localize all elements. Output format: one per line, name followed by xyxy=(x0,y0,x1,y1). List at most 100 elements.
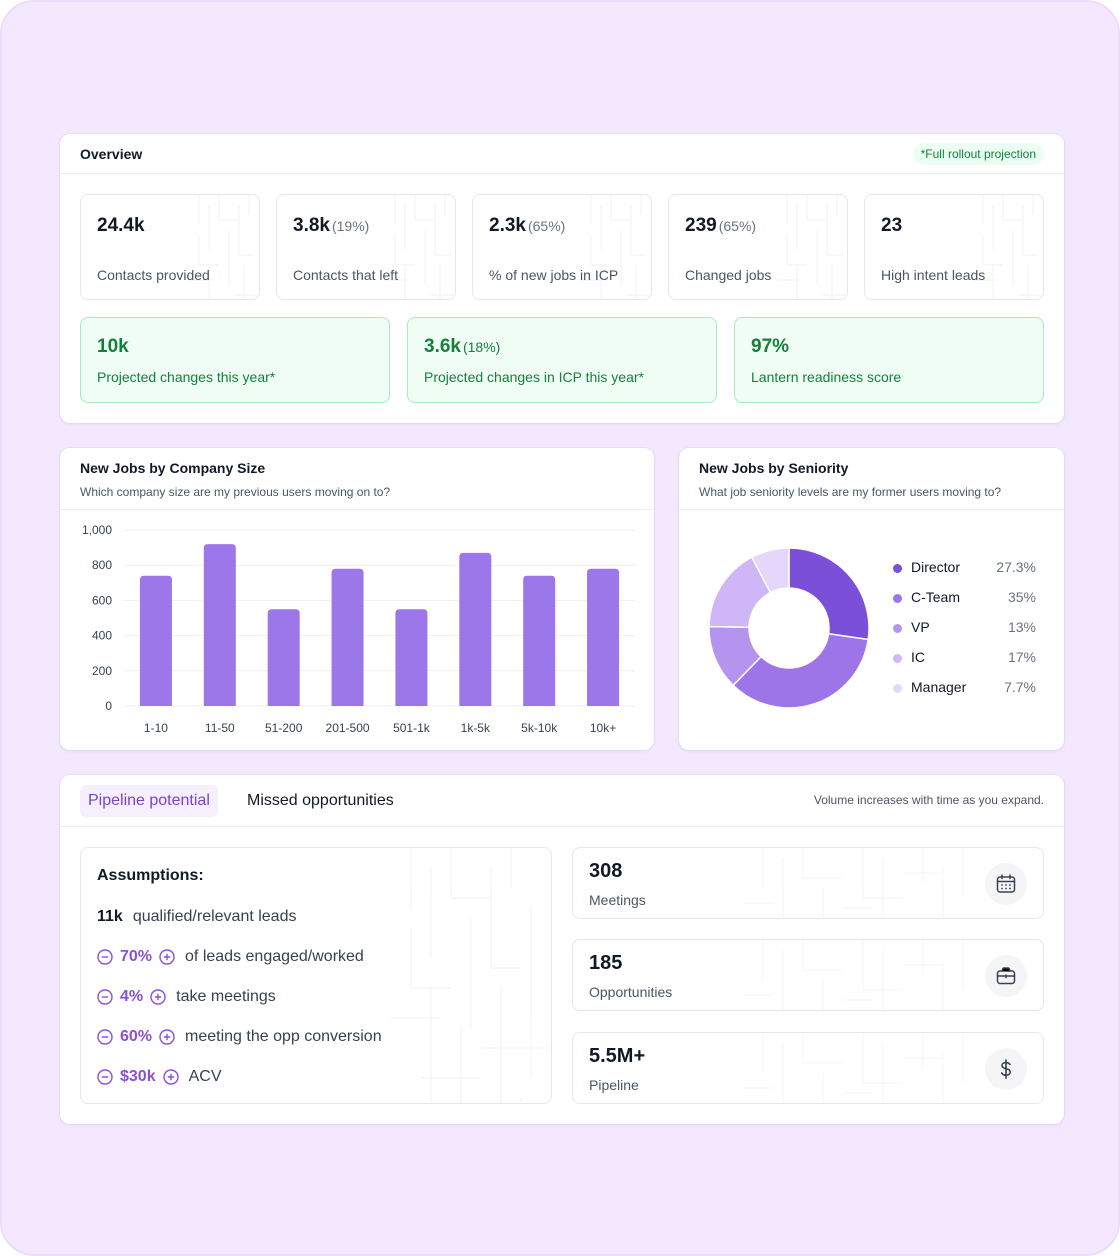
increase-icon[interactable] xyxy=(159,949,175,965)
bar[interactable] xyxy=(139,575,172,706)
x-tick-label: 501-1k xyxy=(393,721,431,735)
decrease-icon[interactable] xyxy=(97,1029,113,1045)
legend-value: 27.3% xyxy=(996,559,1036,575)
chart-header: New Jobs by Seniority What job seniority… xyxy=(679,448,1064,510)
stat-value: 24.4k xyxy=(97,215,145,236)
y-tick-label: 800 xyxy=(92,558,112,572)
stat-contacts-left: 3.8k (19%) Contacts that left xyxy=(276,194,456,300)
donut-slice[interactable] xyxy=(732,632,870,709)
donut-slice[interactable] xyxy=(788,547,870,641)
pipeline-note: Volume increases with time as you expand… xyxy=(813,793,1044,807)
legend-swatch xyxy=(893,654,902,663)
legend-swatch xyxy=(893,564,902,573)
increase-icon[interactable] xyxy=(162,1069,179,1085)
x-tick-label: 10k+ xyxy=(590,721,616,735)
stat-changed-jobs: 239 (65%) Changed jobs xyxy=(668,194,848,300)
increase-icon[interactable] xyxy=(150,989,166,1005)
bar[interactable] xyxy=(203,544,236,706)
legend-label: C-Team xyxy=(911,589,961,605)
stat-label: Changed jobs xyxy=(685,267,772,283)
company-size-chart-card: New Jobs by Company Size Which company s… xyxy=(60,448,654,750)
legend-item: Director 27.3% xyxy=(891,558,1036,588)
assumption-meetings: 4% take meetings xyxy=(97,985,276,1009)
y-tick-label: 1,000 xyxy=(82,523,112,537)
pipeline-header: Pipeline potential Missed opportunities … xyxy=(60,775,1064,827)
legend-swatch xyxy=(893,684,902,693)
assumption-value: $30k xyxy=(120,1068,156,1085)
projection-label: Lantern readiness score xyxy=(751,369,902,385)
stat-percent: (65%) xyxy=(527,218,566,234)
chart-subtitle: What job seniority levels are my former … xyxy=(699,485,1002,499)
briefcase-icon xyxy=(996,967,1016,985)
stat-value: 23 xyxy=(881,215,903,236)
stat-value: 239 xyxy=(685,215,717,236)
x-tick-label: 1-10 xyxy=(144,721,168,735)
donut-slice[interactable] xyxy=(750,547,790,594)
projection-value: 97% xyxy=(751,336,790,357)
bar[interactable] xyxy=(395,609,428,706)
assumption-value: 60% xyxy=(120,1028,153,1045)
bar[interactable] xyxy=(523,575,556,706)
metric-pipeline: 5.5M+ Pipeline xyxy=(572,1032,1044,1104)
metric-value: 185 xyxy=(589,952,623,974)
stat-value: 2.3k xyxy=(489,215,526,236)
leads-text: qualified/relevant leads xyxy=(132,908,297,925)
stat-label: Contacts provided xyxy=(97,267,210,283)
legend-label: VP xyxy=(911,619,930,635)
legend-item: VP 13% xyxy=(891,618,1036,648)
stat-label: % of new jobs in ICP xyxy=(489,267,619,283)
y-tick-label: 200 xyxy=(92,664,112,678)
company-size-bar-chart: 0 200 400 600 800 1,000 1-10 11-50 51-200 201-500… xyxy=(82,523,635,735)
metric-meetings: 308 Meetings xyxy=(572,847,1044,919)
bar[interactable] xyxy=(331,568,364,706)
decrease-icon[interactable] xyxy=(97,949,113,965)
maze-pattern-decoration xyxy=(581,195,651,299)
seniority-chart-card: New Jobs by Seniority What job seniority… xyxy=(679,448,1064,750)
maze-pattern-decoration xyxy=(743,848,964,918)
maze-pattern-decoration xyxy=(743,940,964,1010)
dollar-icon xyxy=(1000,1059,1012,1079)
overview-header: Overview *Full rollout projection xyxy=(60,134,1064,174)
assumption-text: meeting the opp conversion xyxy=(185,1028,382,1045)
maze-pattern-decoration xyxy=(385,195,455,299)
stat-contacts-provided: 24.4k Contacts provided xyxy=(80,194,260,300)
tab-missed-opportunities[interactable]: Missed opportunities xyxy=(247,792,394,809)
tab-pipeline-potential[interactable]: Pipeline potential xyxy=(80,785,218,817)
legend-item: C-Team 35% xyxy=(891,588,1036,618)
assumptions-panel: Assumptions: 11k qualified/relevant lead… xyxy=(80,847,552,1104)
projection-label: Projected changes this year* xyxy=(97,369,276,385)
legend-swatch xyxy=(893,594,902,603)
stat-high-intent-leads: 23 High intent leads xyxy=(864,194,1044,300)
increase-icon[interactable] xyxy=(159,1029,175,1045)
chart-title: New Jobs by Company Size xyxy=(80,460,266,476)
assumption-opp-conversion: 60% meeting the opp conversion xyxy=(97,1025,382,1049)
pipeline-card: Pipeline potential Missed opportunities … xyxy=(60,775,1064,1124)
projection-changes-icp: 3.6k (18%) Projected changes in ICP this … xyxy=(407,317,717,403)
leads-value: 11k xyxy=(97,908,123,925)
bar[interactable] xyxy=(587,568,620,706)
projection-value: 3.6k xyxy=(424,336,461,357)
decrease-icon[interactable] xyxy=(97,1069,113,1085)
stat-label: High intent leads xyxy=(881,267,986,283)
maze-pattern-decoration xyxy=(973,195,1043,299)
legend-item: Manager 7.7% xyxy=(891,678,1036,708)
assumption-acv: $30k ACV xyxy=(97,1065,222,1089)
bar[interactable] xyxy=(459,552,492,706)
chart-subtitle: Which company size are my previous users… xyxy=(80,485,391,499)
metric-label: Opportunities xyxy=(589,984,673,1000)
chart-header: New Jobs by Company Size Which company s… xyxy=(60,448,654,510)
metric-label: Meetings xyxy=(589,892,646,908)
overview-card: Overview *Full rollout projection 24.4k … xyxy=(60,134,1064,423)
stat-new-jobs-icp: 2.3k (65%) % of new jobs in ICP xyxy=(472,194,652,300)
metric-label: Pipeline xyxy=(589,1077,639,1093)
x-tick-label: 11-50 xyxy=(205,721,235,735)
assumption-engaged: 70% of leads engaged/worked xyxy=(97,945,364,969)
legend-value: 17% xyxy=(1007,649,1036,665)
stat-value: 3.8k xyxy=(293,215,330,236)
maze-pattern-decoration xyxy=(189,195,259,299)
bar[interactable] xyxy=(267,609,300,706)
decrease-icon[interactable] xyxy=(97,989,113,1005)
assumption-text: of leads engaged/worked xyxy=(185,948,364,965)
stat-percent: (19%) xyxy=(331,218,370,234)
